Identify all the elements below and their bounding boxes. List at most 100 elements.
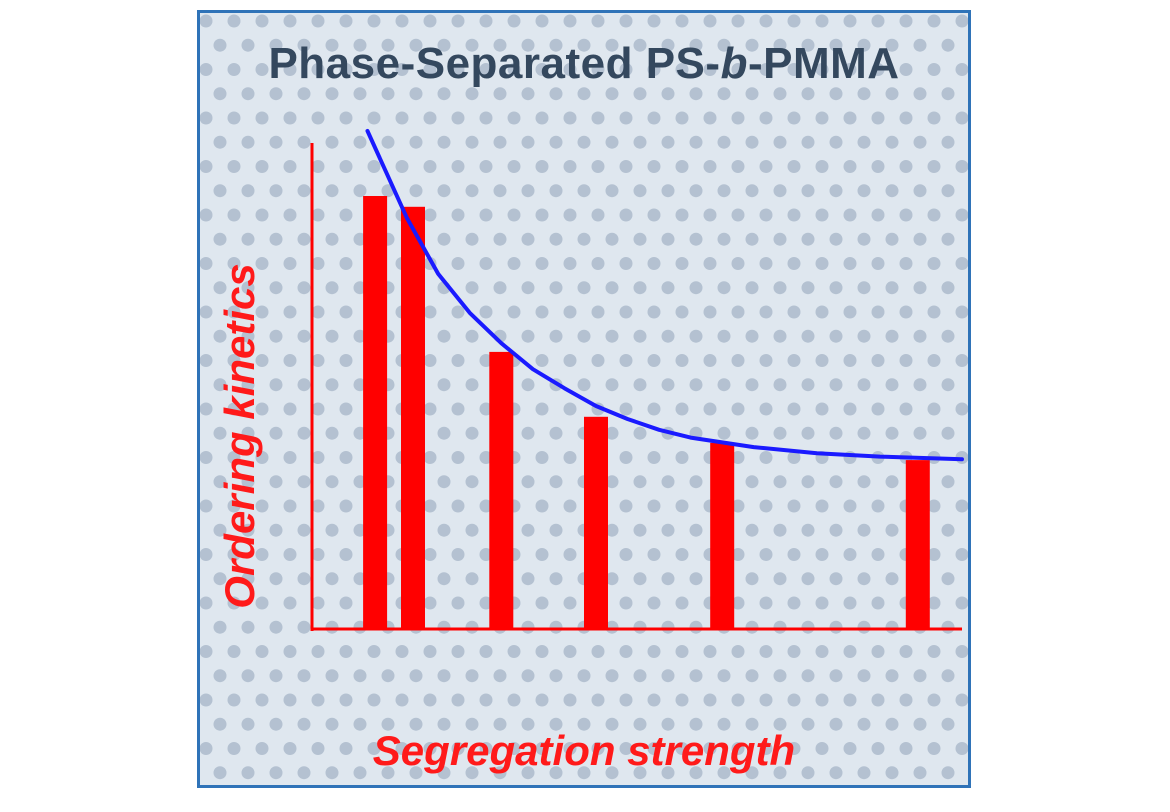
lattice-dot [200,402,213,416]
lattice-dot [899,111,913,125]
lattice-dot [619,742,633,755]
lattice-dot [773,281,787,295]
lattice-dot [577,87,591,101]
lattice-dot [675,111,689,125]
lattice-dot [395,645,409,658]
lattice-dot [591,305,605,319]
y-axis-label: Ordering kinetics [216,263,263,609]
lattice-dot [493,717,507,731]
lattice-dot [661,329,675,343]
lattice-dot [479,693,493,707]
lattice-dot [297,572,311,586]
lattice-dot [689,281,703,295]
lattice-dot [283,596,297,610]
lattice-dot [941,669,955,683]
lattice-dot [451,208,465,222]
lattice-dot [703,402,717,416]
lattice-dot [605,329,619,343]
lattice-dot [325,281,339,295]
lattice-dot [899,63,913,76]
lattice-dot [661,135,675,149]
lattice-dot [955,645,968,658]
lattice-dot [745,38,759,52]
lattice-dot [941,184,955,198]
lattice-dot [773,232,787,246]
lattice-dot [605,135,619,149]
lattice-dot [955,596,968,610]
lattice-dot [829,135,843,149]
lattice-dot [200,451,213,464]
lattice-dot [927,111,941,125]
lattice-dot [647,499,661,513]
lattice-dot [661,87,675,101]
lattice-dot [773,38,787,52]
lattice-dot [577,329,591,343]
bar-1 [363,196,388,629]
lattice-dot [689,523,703,537]
lattice-dot [815,645,829,658]
lattice-dot [913,232,927,246]
lattice-dot [633,717,647,731]
lattice-dot [255,111,269,125]
lattice-dot [703,160,717,173]
title-prefix: Phase-Separated PS- [268,39,721,88]
bar-6 [905,460,930,629]
lattice-dot [437,378,451,392]
lattice-dot [493,135,507,149]
lattice-dot [311,63,325,76]
lattice-dot [955,499,968,513]
lattice-dot [927,499,941,513]
lattice-dot [829,281,843,295]
lattice-dot [353,184,367,198]
lattice-dot [213,378,227,392]
lattice-dot [927,354,941,367]
lattice-dot [241,135,255,149]
lattice-dot [871,305,885,319]
lattice-dot [871,742,885,755]
lattice-dot [955,208,968,222]
lattice-dot [465,669,479,683]
lattice-dot [759,548,773,561]
lattice-dot [605,281,619,295]
lattice-dot [549,329,563,343]
lattice-dot [885,717,899,731]
lattice-dot [255,645,269,658]
lattice-dot [577,717,591,731]
lattice-dot [619,305,633,319]
lattice-dot [213,669,227,683]
lattice-dot [563,14,577,28]
lattice-dot [549,135,563,149]
title-suffix: -PMMA [747,39,900,88]
lattice-dot [549,669,563,683]
lattice-dot [325,329,339,343]
lattice-dot [549,572,563,586]
lattice-dot [871,548,885,561]
lattice-dot [311,645,325,658]
lattice-dot [465,717,479,731]
lattice-dot [801,475,815,489]
lattice-dot [227,257,241,270]
lattice-dot [801,426,815,440]
lattice-dot [759,111,773,125]
lattice-dot [283,645,297,658]
lattice-dot [801,378,815,392]
lattice-dot [773,717,787,731]
lattice-dot [675,63,689,76]
lattice-dot [759,402,773,416]
lattice-dot [479,63,493,76]
lattice-dot [955,402,968,416]
lattice-dot [563,208,577,222]
lattice-dot [717,426,731,440]
lattice-dot [689,378,703,392]
lattice-dot [787,305,801,319]
lattice-dot [213,523,227,537]
lattice-dot [591,111,605,125]
lattice-dot [815,305,829,319]
lattice-dot [759,14,773,28]
lattice-dot [717,281,731,295]
lattice-dot [479,499,493,513]
lattice-dot [647,208,661,222]
lattice-dot [227,548,241,561]
lattice-dot [675,596,689,610]
lattice-dot [913,87,927,101]
